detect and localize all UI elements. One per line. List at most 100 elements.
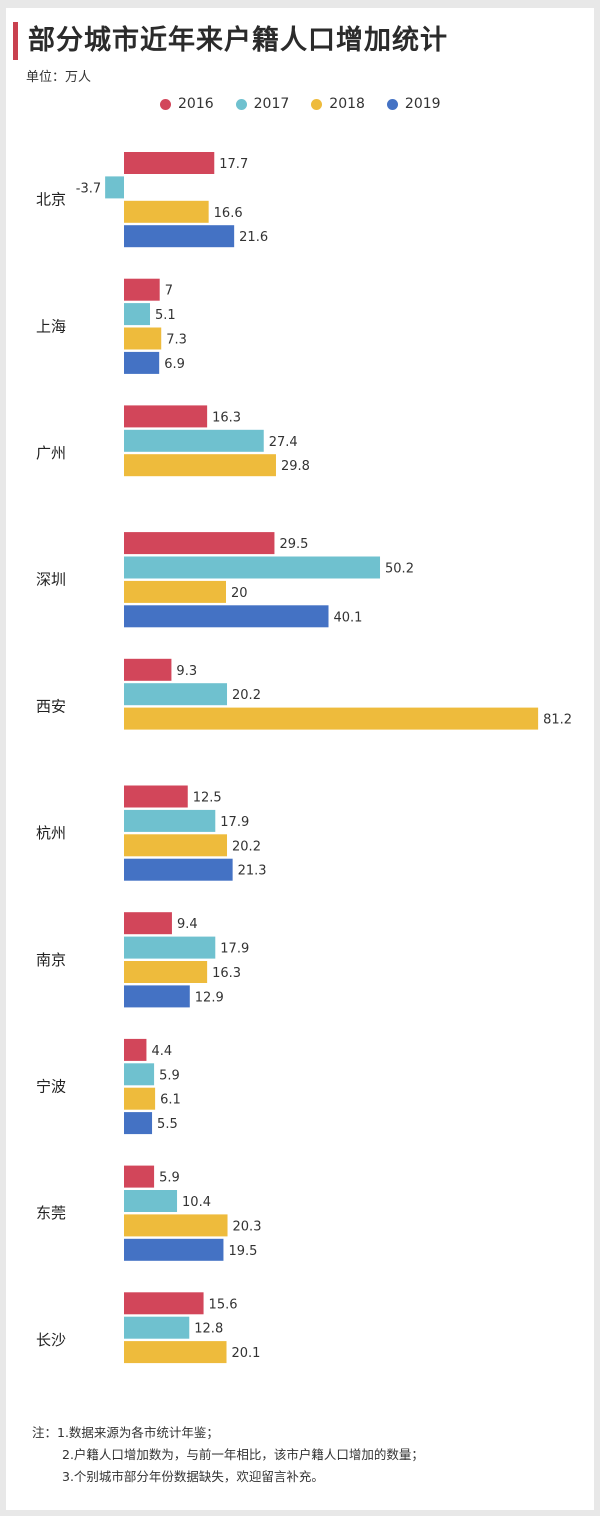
bar — [124, 605, 329, 628]
legend-dot-2019 — [386, 98, 398, 110]
data-label: 12.5 — [193, 791, 222, 806]
title-accent-bar — [13, 22, 18, 60]
bar — [124, 912, 172, 935]
data-label: 12.9 — [195, 990, 224, 1005]
data-label: 4.4 — [151, 1044, 172, 1059]
note-1: 注：1.数据来源为各市统计年鉴； — [32, 1425, 219, 1440]
chart-title: 部分城市近年来户籍人口增加统计 — [28, 25, 448, 56]
data-label: 7 — [165, 284, 173, 299]
bar — [124, 707, 539, 730]
bar — [124, 405, 208, 428]
data-label: 40.1 — [334, 610, 363, 625]
bar — [124, 152, 215, 174]
bar — [124, 532, 275, 555]
legend-label-2018: 2018 — [329, 96, 365, 112]
bar-group-0: 北京 17.7 -3.7 16.6 21.6 — [36, 152, 268, 248]
bar — [124, 429, 264, 452]
bar — [124, 556, 381, 579]
category-label: 南京 — [36, 951, 66, 969]
bar — [124, 1038, 147, 1061]
data-label: 50.2 — [385, 562, 414, 577]
bar — [124, 1214, 228, 1237]
data-label: 5.1 — [155, 308, 176, 323]
category-label: 杭州 — [36, 824, 66, 842]
bar — [124, 658, 172, 681]
data-label: 5.5 — [157, 1117, 178, 1132]
bar — [124, 985, 190, 1008]
legend-label-2019: 2019 — [404, 96, 441, 112]
bar — [124, 1341, 227, 1364]
data-label: -3.7 — [76, 181, 101, 196]
legend-label-2017: 2017 — [253, 96, 290, 112]
bar-group-1: 上海 7 5.1 7.3 6.9 — [36, 278, 187, 374]
category-label: 深圳 — [36, 571, 66, 589]
bar — [124, 225, 235, 248]
bar — [105, 176, 124, 199]
data-label: 15.6 — [209, 1297, 238, 1312]
bar — [124, 278, 160, 301]
data-label: 81.2 — [543, 713, 572, 728]
bar — [124, 200, 209, 223]
data-label: 20.3 — [233, 1219, 262, 1234]
bar — [124, 683, 228, 706]
data-label: 17.7 — [219, 157, 248, 172]
legend-label-2016: 2016 — [178, 96, 214, 112]
legend-item-2018: 2018 — [311, 96, 365, 112]
bar — [124, 1316, 190, 1339]
category-label: 长沙 — [36, 1331, 66, 1349]
unit-label: 单位：万人 — [26, 70, 92, 85]
bar — [124, 961, 208, 983]
data-label: 20 — [231, 586, 248, 601]
bar — [124, 351, 160, 374]
bar — [124, 1087, 156, 1110]
data-label: 29.5 — [279, 537, 308, 552]
bar-group-3: 深圳 29.5 50.2 20 40.1 — [36, 532, 414, 628]
legend-item-2016: 2016 — [160, 96, 214, 112]
legend-dot-2018 — [311, 98, 323, 110]
data-label: 17.9 — [220, 815, 249, 830]
bar-group-9: 长沙 15.6 12.8 20.1 — [36, 1292, 261, 1364]
bar-group-4: 西安 9.3 20.2 81.2 — [36, 658, 572, 730]
category-label: 东莞 — [36, 1204, 66, 1222]
data-label: 5.9 — [159, 1068, 180, 1083]
data-label: 20.2 — [232, 839, 261, 854]
legend: 2016 2017 2018 2019 — [160, 95, 463, 113]
bar — [124, 327, 162, 350]
data-label: 20.2 — [232, 688, 261, 703]
data-label: 6.1 — [160, 1093, 181, 1108]
category-label: 宁波 — [36, 1078, 66, 1096]
bar — [124, 454, 276, 477]
data-label: 7.3 — [166, 333, 187, 348]
category-label: 广州 — [36, 444, 66, 462]
bar — [124, 936, 216, 959]
bar-group-2: 广州 16.3 27.4 29.8 — [36, 405, 310, 477]
bar — [124, 1112, 153, 1135]
data-label: 9.3 — [176, 664, 197, 679]
data-label: 19.5 — [228, 1244, 257, 1259]
data-label: 16.3 — [212, 410, 241, 425]
legend-dot-2017 — [235, 98, 247, 110]
category-label: 上海 — [36, 317, 66, 335]
bar-chart: 北京 17.7 -3.7 16.6 21.6 上海 7 5.1 7.3 6.9 广州 16.3 27.4… — [36, 152, 572, 1364]
bar — [124, 1165, 155, 1188]
legend-item-2017: 2017 — [235, 96, 290, 112]
data-label: 12.8 — [194, 1322, 223, 1337]
notes: 注：1.数据来源为各市统计年鉴； 2.户籍人口增加数为，与前一年相比，该市户籍人… — [32, 1422, 424, 1488]
data-label: 16.6 — [214, 206, 243, 221]
data-label: 9.4 — [177, 917, 198, 932]
data-label: 6.9 — [164, 357, 185, 372]
bar-group-5: 杭州 12.5 17.9 20.2 21.3 — [36, 785, 267, 881]
bar — [124, 303, 151, 326]
data-label: 20.1 — [232, 1346, 261, 1361]
data-label: 17.9 — [220, 942, 249, 957]
data-label: 16.3 — [212, 966, 241, 981]
bar — [124, 580, 226, 603]
legend-dot-2016 — [160, 98, 171, 110]
category-label: 北京 — [36, 191, 66, 209]
bar-group-7: 宁波 4.4 5.9 6.1 5.5 — [36, 1038, 181, 1135]
bar — [124, 858, 233, 881]
data-label: 21.3 — [238, 864, 267, 879]
note-3: 3.个别城市部分年份数据缺失，欢迎留言补充。 — [62, 1469, 324, 1484]
bar — [124, 1063, 155, 1086]
bar — [124, 1238, 224, 1261]
